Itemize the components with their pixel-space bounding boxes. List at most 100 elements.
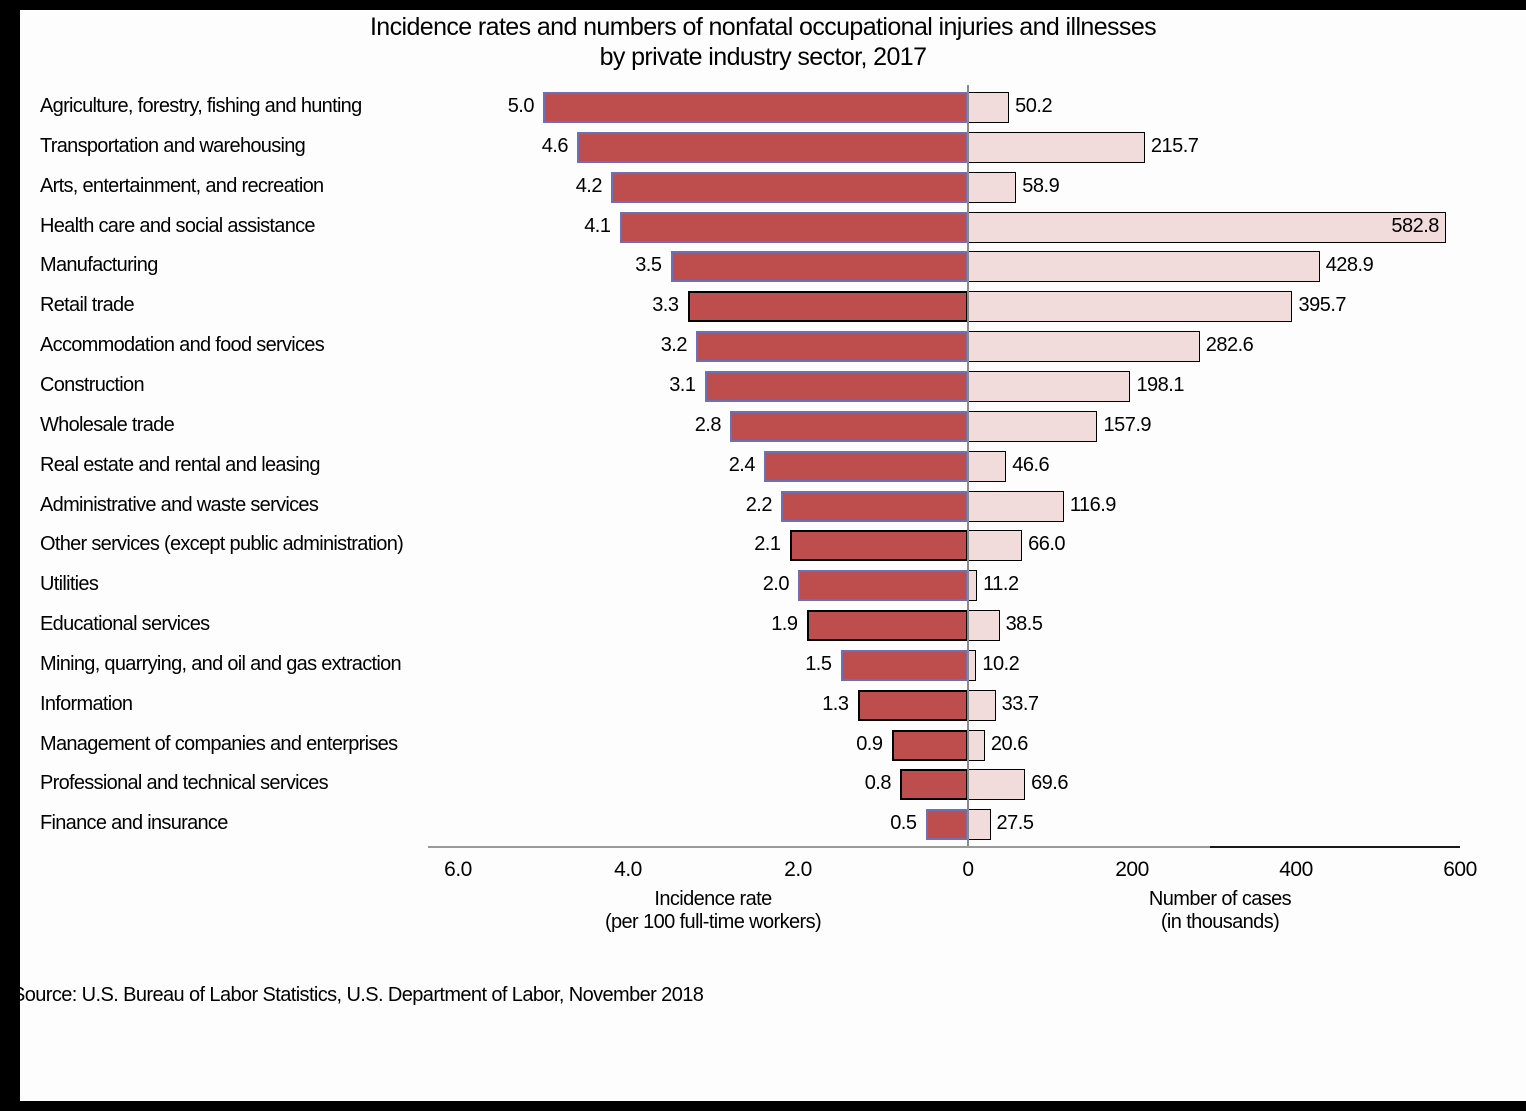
rate-bar — [764, 450, 968, 482]
rate-value-label: 0.5 — [890, 812, 917, 835]
category-label: Educational services — [40, 613, 210, 636]
rate-bar — [900, 769, 968, 801]
cases-bar — [968, 450, 1007, 482]
category-label: Construction — [40, 373, 145, 396]
axis-line-left — [428, 846, 1210, 848]
rate-value-label: 3.5 — [635, 254, 662, 277]
cases-bar — [968, 490, 1064, 522]
cases-bar — [968, 291, 1293, 323]
rate-bar — [704, 370, 968, 402]
category-label: Health care and social assistance — [40, 214, 316, 237]
cases-value-label: 215.7 — [1150, 134, 1199, 157]
cases-bar — [968, 131, 1145, 163]
right-axis-tick-label: 600 — [1443, 858, 1477, 881]
rate-bar — [687, 291, 968, 323]
rate-bar — [730, 410, 968, 442]
cases-bar — [968, 729, 985, 761]
rate-bar — [577, 131, 968, 163]
rate-value-label: 2.0 — [762, 573, 790, 596]
category-label: Accommodation and food services — [40, 334, 325, 357]
cases-value-label: 38.5 — [1005, 613, 1043, 636]
page-border-top — [0, 0, 1526, 10]
rate-value-label: 4.6 — [541, 134, 569, 157]
category-label: Utilities — [40, 573, 99, 596]
rate-bar — [840, 649, 968, 681]
cases-value-label: 11.2 — [983, 573, 1019, 596]
cases-bar — [968, 171, 1017, 203]
category-label: Information — [40, 692, 133, 715]
cases-value-label: 20.6 — [990, 732, 1028, 755]
category-label: Transportation and warehousing — [40, 134, 306, 157]
category-label: Professional and technical services — [40, 772, 329, 795]
cases-value-label: 66.0 — [1028, 533, 1066, 556]
rate-bar — [925, 809, 968, 841]
rate-bar — [857, 689, 968, 721]
cases-bar — [968, 331, 1200, 363]
rate-value-label: 3.3 — [652, 294, 679, 317]
rate-bar — [806, 610, 968, 642]
rate-value-label: 1.9 — [771, 613, 798, 636]
cases-bar — [968, 689, 996, 721]
left-axis-tick-label: 4.0 — [614, 858, 642, 881]
rate-bar — [798, 570, 968, 602]
rate-bar — [789, 530, 968, 562]
category-label: Manufacturing — [40, 254, 158, 277]
category-label: Other services (except public administra… — [40, 533, 404, 556]
left-axis-caption-line2: (per 100 full-time workers) — [604, 911, 822, 933]
cases-value-label: 46.6 — [1012, 453, 1050, 476]
page-border-bottom — [0, 1101, 1526, 1111]
right-axis-caption-line1: Number of cases — [1148, 888, 1292, 910]
cases-bar — [968, 809, 991, 841]
cases-bar — [968, 92, 1010, 123]
rate-bar — [891, 729, 968, 761]
category-label: Administrative and waste services — [40, 493, 319, 516]
rate-value-label: 2.2 — [745, 493, 773, 516]
cases-value-label: 428.9 — [1325, 254, 1374, 277]
rate-value-label: 0.8 — [864, 772, 892, 795]
cases-bar — [968, 251, 1320, 283]
rate-bar — [781, 490, 968, 522]
rate-value-label: 2.8 — [694, 413, 722, 436]
category-label: Finance and insurance — [40, 812, 228, 835]
category-label: Management of companies and enterprises — [40, 732, 398, 755]
category-label: Real estate and rental and leasing — [40, 453, 320, 476]
left-axis-caption-line1: Incidence rate — [654, 888, 772, 910]
rate-bar — [619, 211, 968, 243]
rate-value-label: 5.0 — [507, 95, 535, 117]
rate-value-label: 1.3 — [822, 692, 849, 715]
chart-title: Incidence rates and numbers of nonfatal … — [0, 12, 1526, 72]
category-label: Retail trade — [40, 294, 135, 317]
cases-value-label: 116.9 — [1069, 493, 1117, 516]
left-axis-tick-label: 0 — [962, 858, 974, 881]
right-axis-caption-line2: (in thousands) — [1160, 911, 1280, 933]
cases-bar — [968, 610, 1000, 642]
chart-title-line1: Incidence rates and numbers of nonfatal … — [369, 13, 1157, 41]
axis-line-right — [1210, 846, 1460, 848]
left-axis-tick-label: 2.0 — [784, 858, 812, 881]
rate-value-label: 3.1 — [669, 373, 696, 396]
cases-value-label: 10.2 — [982, 652, 1020, 675]
cases-value-label: 50.2 — [1015, 95, 1053, 117]
cases-value-label: 282.6 — [1205, 334, 1254, 357]
cases-bar — [968, 530, 1023, 562]
cases-bar — [968, 570, 978, 602]
category-label: Wholesale trade — [40, 413, 175, 436]
center-axis-line — [967, 85, 969, 848]
rate-value-label: 4.1 — [584, 214, 611, 237]
rate-bar — [543, 92, 968, 123]
rate-value-label: 1.5 — [805, 652, 832, 675]
rate-value-label: 4.2 — [575, 174, 603, 197]
cases-bar — [968, 410, 1098, 442]
cases-value-label: 582.8 — [1391, 214, 1439, 237]
right-axis-tick-label: 200 — [1115, 858, 1149, 881]
cases-value-label: 157.9 — [1103, 413, 1152, 436]
category-label: Agriculture, forestry, fishing and hunti… — [40, 95, 362, 117]
right-axis-caption: Number of cases (in thousands) — [968, 888, 1472, 934]
source-note: Source: U.S. Bureau of Labor Statistics,… — [12, 984, 704, 1006]
right-axis-tick-label: 400 — [1279, 858, 1313, 881]
rate-bar — [611, 171, 968, 203]
left-axis-caption: Incidence rate (per 100 full-time worker… — [443, 888, 983, 934]
rate-value-label: 3.2 — [660, 334, 688, 357]
